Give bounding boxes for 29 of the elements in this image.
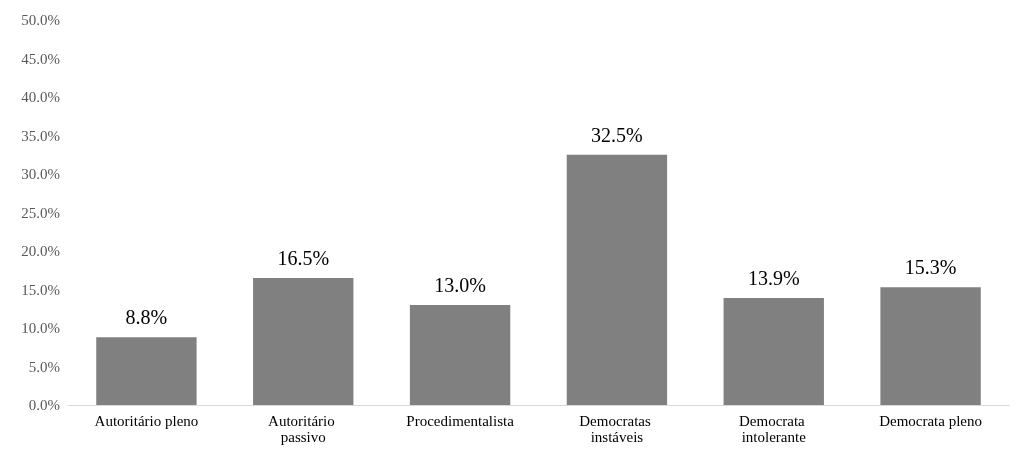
bar [96, 337, 197, 405]
data-label: 15.3% [904, 256, 957, 279]
x-tick-label: Democrata intolerante [738, 413, 809, 445]
x-tick-label: Autoritário pleno [94, 413, 199, 429]
bar [409, 304, 511, 405]
y-tick-label: 25.0% [21, 204, 60, 221]
y-tick-label: 5.0% [28, 358, 60, 375]
bar [880, 287, 981, 405]
bar [566, 154, 668, 405]
data-label: 32.5% [591, 123, 643, 146]
bar [253, 277, 354, 405]
y-tick-label: 40.0% [21, 89, 60, 105]
y-tick-label: 35.0% [21, 127, 60, 144]
y-tick-label: 30.0% [21, 166, 60, 182]
data-label: 8.8% [125, 306, 168, 329]
y-tick-label: 50.0% [21, 12, 60, 28]
y-tick-label: 0.0% [28, 397, 60, 413]
x-tick-label: Democratas instáveis [579, 413, 655, 445]
y-tick-label: 15.0% [21, 281, 60, 298]
bar [723, 297, 824, 405]
y-tick-label: 45.0% [21, 50, 60, 67]
x-tick-label: Democrata pleno [879, 413, 983, 429]
data-label: 13.9% [747, 266, 800, 289]
data-label: 16.5% [277, 246, 330, 269]
y-tick-label: 20.0% [21, 243, 60, 259]
y-tick-label: 10.0% [21, 320, 60, 336]
x-tick-label: Autoritário passivo [268, 413, 339, 445]
x-tick-label: Procedimentalista [406, 413, 515, 429]
data-label: 13.0% [434, 273, 486, 296]
